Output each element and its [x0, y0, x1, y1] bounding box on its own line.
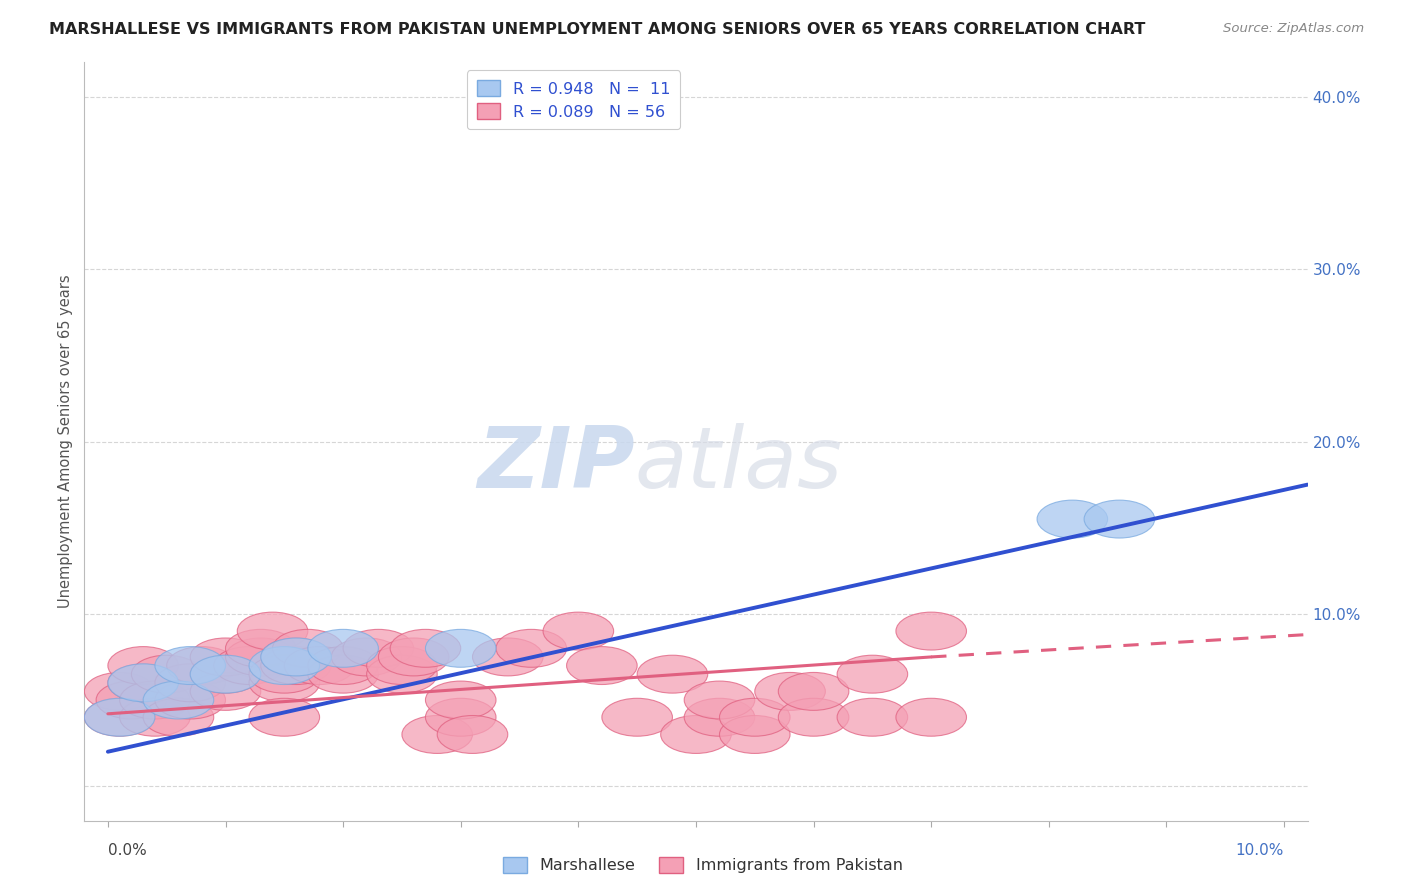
Ellipse shape [343, 630, 413, 667]
Ellipse shape [214, 647, 284, 684]
Ellipse shape [108, 647, 179, 684]
Y-axis label: Unemployment Among Seniors over 65 years: Unemployment Among Seniors over 65 years [58, 275, 73, 608]
Ellipse shape [260, 638, 332, 676]
Ellipse shape [308, 656, 378, 693]
Ellipse shape [155, 681, 225, 719]
Ellipse shape [143, 698, 214, 736]
Ellipse shape [837, 698, 908, 736]
Ellipse shape [284, 647, 354, 684]
Ellipse shape [225, 638, 297, 676]
Ellipse shape [661, 715, 731, 754]
Ellipse shape [190, 638, 260, 676]
Ellipse shape [779, 698, 849, 736]
Ellipse shape [896, 612, 966, 650]
Ellipse shape [437, 715, 508, 754]
Ellipse shape [308, 647, 378, 684]
Ellipse shape [167, 647, 238, 684]
Ellipse shape [308, 630, 378, 667]
Text: ZIP: ZIP [477, 423, 636, 506]
Ellipse shape [273, 630, 343, 667]
Ellipse shape [108, 664, 179, 702]
Ellipse shape [84, 673, 155, 710]
Ellipse shape [260, 647, 332, 684]
Ellipse shape [896, 698, 966, 736]
Ellipse shape [249, 656, 319, 693]
Ellipse shape [190, 673, 260, 710]
Ellipse shape [543, 612, 613, 650]
Ellipse shape [120, 698, 190, 736]
Ellipse shape [402, 715, 472, 754]
Ellipse shape [472, 638, 543, 676]
Ellipse shape [249, 647, 319, 684]
Ellipse shape [837, 656, 908, 693]
Legend: R = 0.948   N =  11, R = 0.089   N = 56: R = 0.948 N = 11, R = 0.089 N = 56 [467, 70, 681, 129]
Ellipse shape [249, 698, 319, 736]
Ellipse shape [391, 630, 461, 667]
Ellipse shape [108, 664, 179, 702]
Ellipse shape [1084, 500, 1154, 538]
Ellipse shape [260, 638, 332, 676]
Text: 10.0%: 10.0% [1236, 844, 1284, 858]
Ellipse shape [567, 647, 637, 684]
Ellipse shape [685, 698, 755, 736]
Ellipse shape [155, 664, 225, 702]
Ellipse shape [602, 698, 672, 736]
Ellipse shape [685, 681, 755, 719]
Text: Source: ZipAtlas.com: Source: ZipAtlas.com [1223, 22, 1364, 36]
Ellipse shape [190, 656, 260, 693]
Ellipse shape [496, 630, 567, 667]
Ellipse shape [426, 681, 496, 719]
Ellipse shape [637, 656, 707, 693]
Ellipse shape [378, 638, 449, 676]
Ellipse shape [1038, 500, 1108, 538]
Ellipse shape [720, 715, 790, 754]
Ellipse shape [426, 630, 496, 667]
Ellipse shape [426, 698, 496, 736]
Ellipse shape [779, 673, 849, 710]
Ellipse shape [190, 656, 260, 693]
Ellipse shape [143, 681, 214, 719]
Ellipse shape [367, 656, 437, 693]
Ellipse shape [755, 673, 825, 710]
Ellipse shape [225, 630, 297, 667]
Ellipse shape [238, 612, 308, 650]
Text: MARSHALLESE VS IMMIGRANTS FROM PAKISTAN UNEMPLOYMENT AMONG SENIORS OVER 65 YEARS: MARSHALLESE VS IMMIGRANTS FROM PAKISTAN … [49, 22, 1146, 37]
Ellipse shape [84, 698, 155, 736]
Ellipse shape [332, 638, 402, 676]
Ellipse shape [120, 681, 190, 719]
Legend: Marshallese, Immigrants from Pakistan: Marshallese, Immigrants from Pakistan [496, 850, 910, 880]
Ellipse shape [131, 656, 202, 693]
Text: 0.0%: 0.0% [108, 844, 146, 858]
Ellipse shape [96, 681, 167, 719]
Text: atlas: atlas [636, 423, 842, 506]
Ellipse shape [720, 698, 790, 736]
Ellipse shape [84, 698, 155, 736]
Ellipse shape [249, 664, 319, 702]
Ellipse shape [155, 647, 225, 684]
Ellipse shape [367, 647, 437, 684]
